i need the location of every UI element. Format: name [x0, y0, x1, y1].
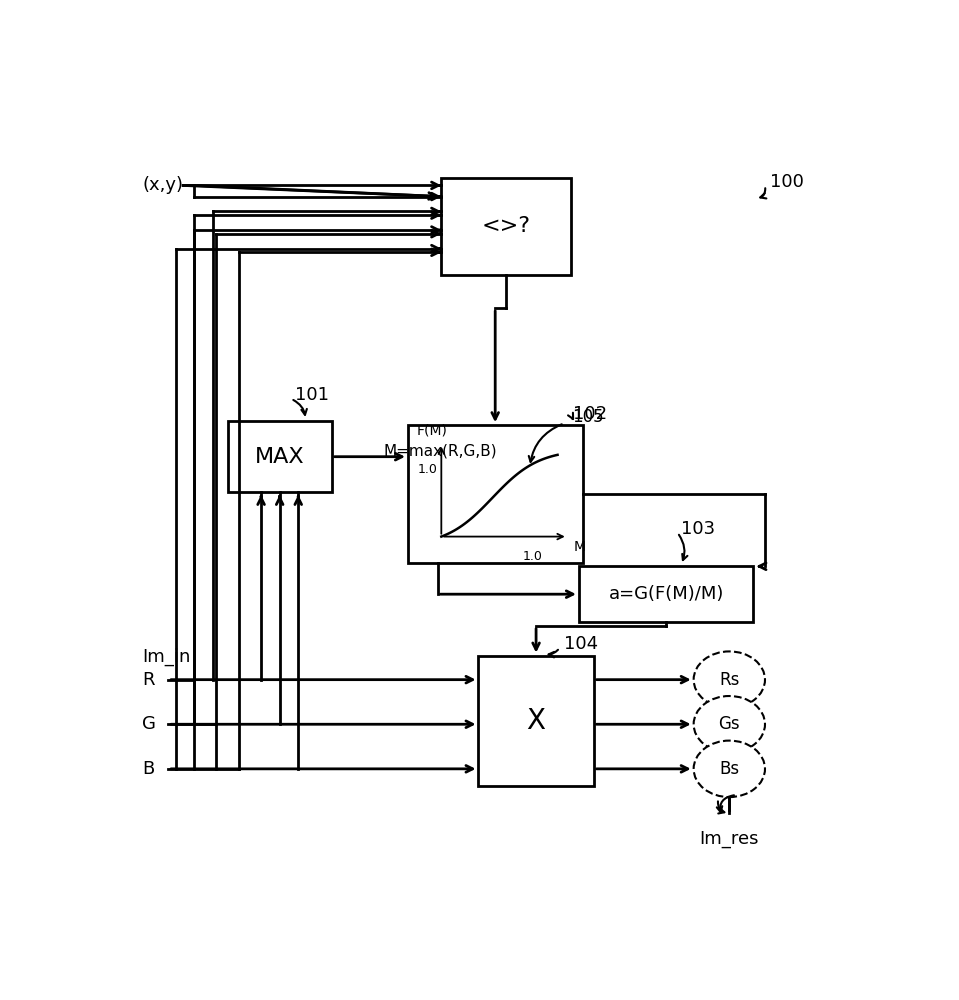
Text: 104: 104 — [564, 635, 597, 653]
FancyBboxPatch shape — [227, 421, 332, 492]
Text: B: B — [142, 760, 154, 778]
Text: 100: 100 — [770, 173, 804, 191]
Text: a=G(F(M)/M): a=G(F(M)/M) — [608, 585, 724, 603]
Text: 103: 103 — [681, 520, 715, 538]
Text: G: G — [142, 715, 156, 733]
Ellipse shape — [693, 651, 765, 708]
Text: 105: 105 — [572, 408, 603, 426]
FancyBboxPatch shape — [441, 178, 572, 275]
Text: Im_res: Im_res — [699, 830, 760, 848]
Text: Gs: Gs — [718, 715, 740, 733]
Text: M=max(R,G,B): M=max(R,G,B) — [384, 444, 498, 459]
Text: 1.0: 1.0 — [523, 550, 542, 563]
Text: X: X — [526, 707, 546, 735]
Text: Im_in: Im_in — [142, 648, 191, 666]
Ellipse shape — [693, 741, 765, 797]
Ellipse shape — [693, 696, 765, 752]
Text: 1.0: 1.0 — [418, 463, 437, 476]
Text: F(M): F(M) — [417, 424, 448, 438]
Text: M: M — [573, 540, 586, 554]
Text: 101: 101 — [294, 386, 329, 404]
FancyBboxPatch shape — [408, 425, 582, 563]
Text: <>?: <>? — [481, 216, 531, 236]
Text: Rs: Rs — [719, 671, 739, 689]
FancyBboxPatch shape — [479, 656, 594, 786]
FancyBboxPatch shape — [579, 566, 754, 622]
Text: 102: 102 — [573, 405, 607, 423]
Text: R: R — [142, 671, 154, 689]
Text: Bs: Bs — [719, 760, 739, 778]
Text: (x,y): (x,y) — [142, 176, 183, 194]
Text: MAX: MAX — [255, 447, 304, 467]
